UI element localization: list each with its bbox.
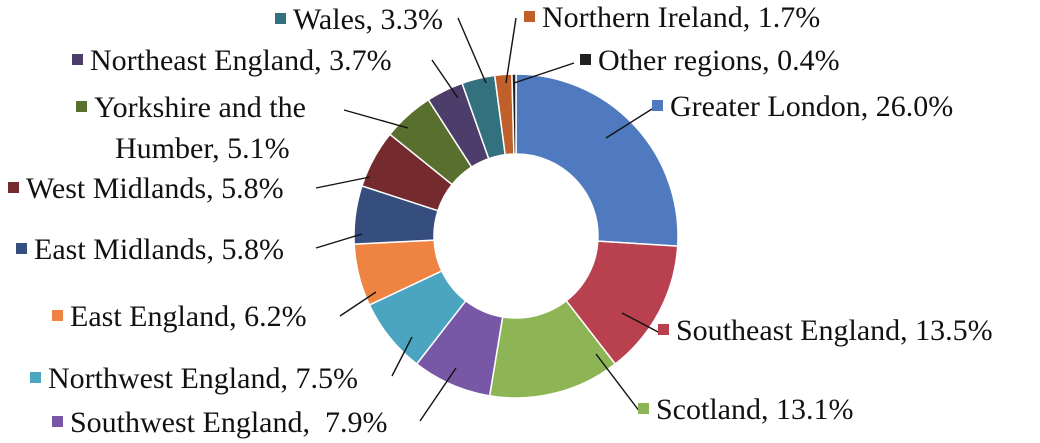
leader-line <box>315 233 363 249</box>
leader-line <box>621 312 661 334</box>
legend-swatch <box>524 11 535 22</box>
slice-label: East England, 6.2% <box>70 300 307 333</box>
legend-swatch <box>52 310 63 321</box>
slice-label: Greater London, 26.0% <box>670 90 953 123</box>
leader-line <box>457 17 487 84</box>
legend-swatch <box>275 13 286 24</box>
donut-slices <box>353 73 679 399</box>
legend-swatch <box>72 54 83 65</box>
leader-line <box>419 367 457 422</box>
legend-swatch <box>658 324 669 335</box>
leader-line <box>339 291 377 317</box>
slice-label: Northeast England, 3.7% <box>90 44 392 77</box>
slice-label: East Midlands, 5.8% <box>34 233 284 266</box>
leader-line <box>431 59 459 99</box>
legend-swatch <box>52 416 63 427</box>
slice-label: Humber, 5.1% <box>115 132 290 165</box>
leader-line <box>343 109 409 129</box>
slice-label: Wales, 3.3% <box>293 3 443 36</box>
slice-label: Other regions, 0.4% <box>598 44 840 77</box>
legend-swatch <box>76 101 87 112</box>
legend-swatch <box>16 243 27 254</box>
leader-line <box>605 108 653 139</box>
slice-label: Northwest England, 7.5% <box>48 362 358 395</box>
legend-swatch <box>8 182 19 193</box>
leader-line <box>505 17 517 84</box>
legend-swatch <box>652 100 663 111</box>
legend-swatch <box>580 54 591 65</box>
slice-label: Yorkshire and the <box>94 91 306 124</box>
legend-swatch <box>638 403 649 414</box>
leader-line <box>315 176 371 189</box>
slice-label: Southeast England, 13.5% <box>676 314 993 347</box>
legend-swatch <box>30 372 41 383</box>
leader-line <box>513 62 575 84</box>
slice-other-regions <box>511 73 517 155</box>
leader-line <box>595 353 641 413</box>
slice-label: West Midlands, 5.8% <box>26 172 284 205</box>
slice-label: Northern Ireland, 1.7% <box>542 1 820 34</box>
slice-label: Southwest England, 7.9% <box>70 406 387 439</box>
slice-greater-london <box>515 73 679 247</box>
leader-line <box>391 336 413 377</box>
slice-label: Scotland, 13.1% <box>656 393 853 426</box>
slice-labels: Greater London, 26.0% Southeast England, … <box>8 1 993 439</box>
